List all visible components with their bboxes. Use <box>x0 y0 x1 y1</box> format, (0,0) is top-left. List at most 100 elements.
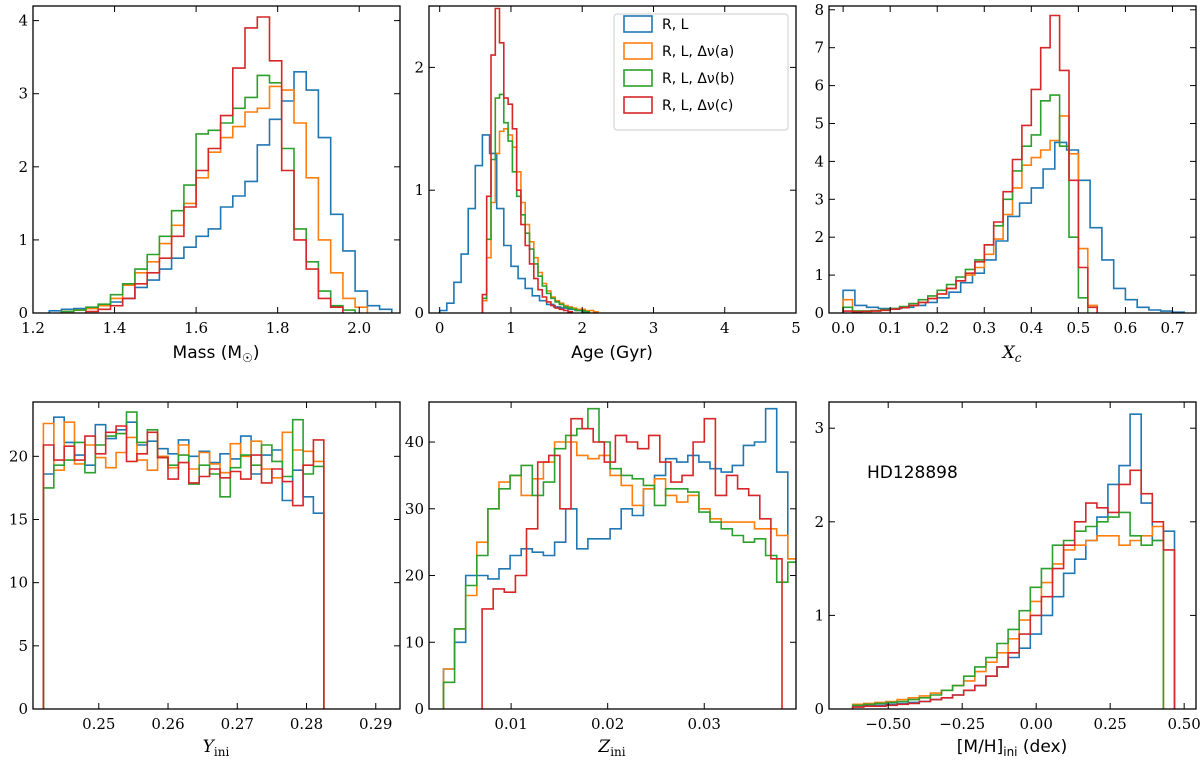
xtick-label-age: 1 <box>506 319 516 337</box>
axes-frame-age <box>428 5 797 314</box>
hist-xc-series-3 <box>842 14 1098 313</box>
xtick-label-mh: 0.25 <box>1093 715 1126 733</box>
legend-swatch-3 <box>623 96 653 114</box>
legend-label-2: R, L, Δν(b) <box>662 71 735 87</box>
xtick-label-xc: 0.4 <box>1019 319 1043 337</box>
plot-area-mass <box>48 16 393 313</box>
xtick-label-mass: 2.0 <box>347 319 371 337</box>
legend-label-1: R, L, Δν(a) <box>662 44 734 60</box>
axes-frame-xc <box>828 5 1197 314</box>
ytick-label-zini: 40 <box>405 433 424 451</box>
legend: R, L R, L, Δν(a) R, L, Δν(b) R, L, Δν(c) <box>613 13 789 131</box>
xtick-label-zini: 0.03 <box>688 715 721 733</box>
ytick-label-mass: 2 <box>18 158 28 176</box>
xtick-label-xc: 0.0 <box>831 319 855 337</box>
xtick-label-age: 3 <box>649 319 659 337</box>
hist-mh-series-2 <box>851 511 1165 709</box>
xtick-label-xc: 0.1 <box>878 319 902 337</box>
ytick-label-zini: 20 <box>405 567 424 585</box>
ytick-label-xc: 8 <box>814 1 824 19</box>
hist-age-series-1 <box>481 128 599 313</box>
hist-age-series-0 <box>438 134 591 313</box>
hist-xc-series-0 <box>842 141 1185 313</box>
legend-label-3: R, L, Δν(c) <box>662 98 733 114</box>
hist-mass-series-3 <box>85 16 344 313</box>
xtick-label-xc: 0.7 <box>1161 319 1185 337</box>
ytick-label-yini: 0 <box>18 700 28 718</box>
ytick-label-xc: 5 <box>814 114 824 132</box>
xlabel-mh: [M/H]ini (dex) <box>957 737 1067 759</box>
panel-zini: Zini 0.01 0.02 0.03 0 10 20 30 40 <box>405 401 797 759</box>
hist-yini-series-0 <box>42 416 325 709</box>
star-annotation: HD128898 <box>867 463 958 483</box>
ytick-label-xc: 7 <box>814 39 824 57</box>
xtick-label-mass: 1.6 <box>184 319 208 337</box>
ytick-label-yini: 20 <box>9 447 28 465</box>
hist-age-series-3 <box>481 7 573 313</box>
hist-mh-series-3 <box>851 469 1176 709</box>
ytick-label-yini: 15 <box>9 510 28 528</box>
hist-yini-series-3 <box>42 425 325 709</box>
xtick-label-mh: −0.50 <box>865 715 911 733</box>
ytick-label-age: 1 <box>414 181 424 199</box>
panel-mh: [M/H]ini (dex) HD128898 −0.50 −0.25 0.00 0.… <box>814 401 1200 759</box>
panel-mass: Mass (M☉) 1.2 1.4 1.6 1.8 2.0 0 1 2 3 4 <box>18 5 401 365</box>
legend-label-0: R, L <box>662 17 689 33</box>
ytick-label-mh: 1 <box>814 606 824 624</box>
ytick-label-xc: 4 <box>814 152 824 170</box>
xtick-label-yini: 0.28 <box>290 715 323 733</box>
ytick-label-xc: 2 <box>814 228 824 246</box>
plot-area-yini <box>42 411 325 709</box>
ytick-label-yini: 5 <box>18 637 28 655</box>
xlabel-zini: Zini <box>597 737 625 759</box>
ytick-label-xc: 3 <box>814 190 824 208</box>
axes-frame-mass <box>32 5 401 314</box>
hist-zini-series-0 <box>442 407 796 709</box>
xtick-label-yini: 0.25 <box>82 715 115 733</box>
xtick-label-age: 0 <box>435 319 445 337</box>
hist-yini-series-1 <box>42 421 325 709</box>
panel-age: Age (Gyr) 0 1 2 3 4 5 0 1 2 <box>414 5 801 363</box>
ytick-label-xc: 6 <box>814 77 824 95</box>
hist-mass-series-2 <box>60 74 356 313</box>
xtick-label-yini: 0.26 <box>151 715 184 733</box>
panel-yini: Yini 0.25 0.26 0.27 0.28 0.29 0 5 10 15 20 <box>9 401 401 759</box>
ytick-label-xc: 0 <box>814 304 824 322</box>
xlabel-xc: Xc <box>1001 343 1022 365</box>
hist-mass-series-1 <box>60 85 369 313</box>
hist-zini-series-1 <box>442 441 796 709</box>
plot-area-mh <box>851 413 1176 709</box>
xtick-label-xc: 0.6 <box>1113 319 1137 337</box>
xtick-label-age: 2 <box>577 319 587 337</box>
ytick-label-zini: 30 <box>405 500 424 518</box>
axes-frame-yini <box>32 401 401 710</box>
xtick-label-yini: 0.29 <box>359 715 392 733</box>
xtick-label-xc: 0.5 <box>1066 319 1090 337</box>
xtick-label-zini: 0.02 <box>591 715 624 733</box>
xtick-label-age: 5 <box>791 319 801 337</box>
axes-frame-zini <box>428 401 797 710</box>
ytick-label-age: 2 <box>414 58 424 76</box>
xtick-label-mh: 0.50 <box>1167 715 1200 733</box>
hist-zini-series-3 <box>481 417 783 709</box>
axes-frame-mh <box>828 401 1197 710</box>
hist-mh-series-1 <box>851 525 1165 709</box>
legend-swatch-0 <box>623 15 653 33</box>
ytick-label-age: 0 <box>414 304 424 322</box>
hist-yini-series-2 <box>42 411 325 709</box>
ytick-label-zini: 10 <box>405 633 424 651</box>
xtick-label-mass: 1.4 <box>103 319 127 337</box>
xtick-label-mh: 0.00 <box>1019 715 1052 733</box>
ytick-label-mass: 4 <box>18 12 28 30</box>
plot-area-zini <box>442 407 796 709</box>
xtick-label-mh: −0.25 <box>939 715 985 733</box>
plot-area-age <box>438 7 599 313</box>
legend-swatch-1 <box>623 42 653 60</box>
xtick-label-yini: 0.27 <box>221 715 254 733</box>
xtick-label-mass: 1.2 <box>21 319 45 337</box>
xlabel-mass: Mass (M☉) <box>173 343 260 365</box>
ytick-label-mass: 3 <box>18 85 28 103</box>
xtick-label-zini: 0.01 <box>494 715 527 733</box>
hist-age-series-2 <box>481 93 591 313</box>
